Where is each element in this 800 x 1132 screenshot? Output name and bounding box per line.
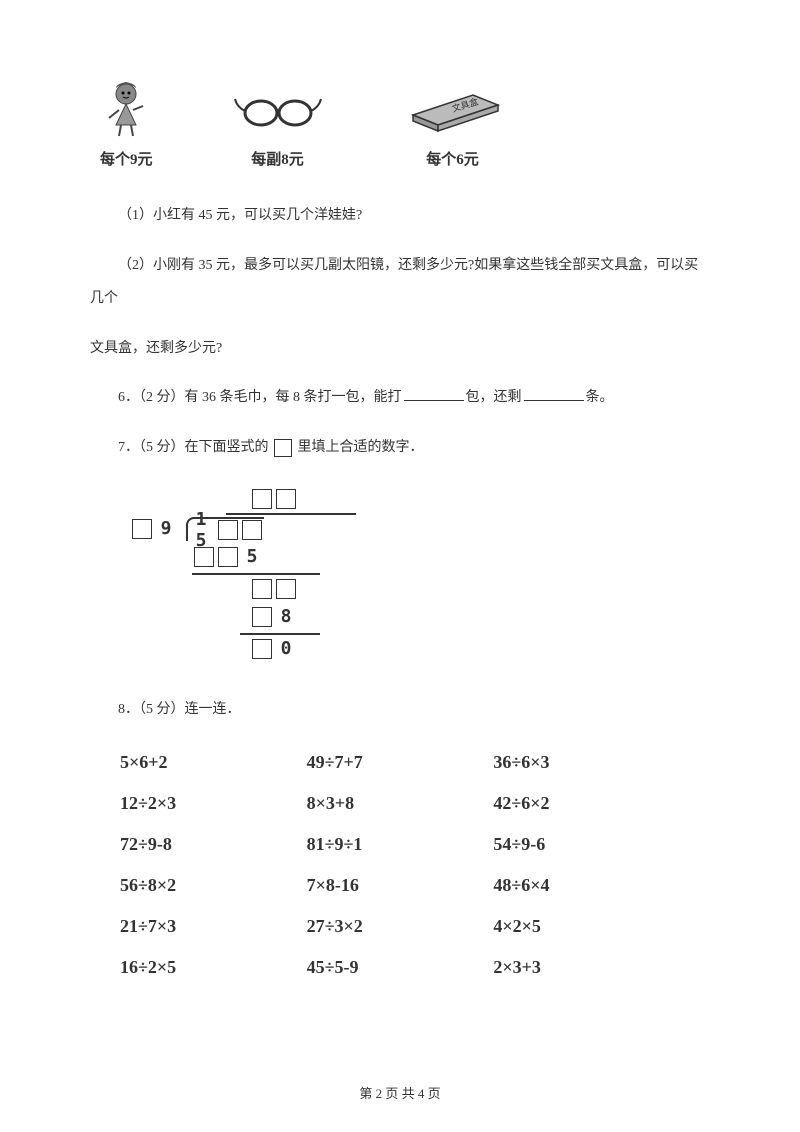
divisor-digit: 9 bbox=[154, 518, 178, 539]
cell-2-1: 81÷9÷1 bbox=[307, 834, 494, 855]
cell-3-2: 48÷6×4 bbox=[493, 875, 680, 896]
quotient-row bbox=[130, 485, 710, 513]
bringdown-row bbox=[130, 575, 710, 603]
q6-mid: 包，还剩 bbox=[466, 390, 522, 405]
long-division: 9 1 5 5 8 bbox=[90, 485, 710, 663]
divisor-box-1[interactable] bbox=[132, 519, 152, 539]
page-content: 每个9元 每副8元 bbox=[0, 0, 800, 1048]
product-row: 每个9元 每副8元 bbox=[90, 80, 710, 169]
bd-box-2[interactable] bbox=[276, 579, 296, 599]
division-bracket: 1 5 bbox=[186, 517, 264, 541]
dividend-box-1[interactable] bbox=[218, 520, 238, 540]
glasses-icon bbox=[233, 80, 323, 140]
cell-5-2: 2×3+3 bbox=[493, 957, 680, 978]
math-grid: 5×6+2 49÷7+7 36÷6×3 12÷2×3 8×3+8 42÷6×2 … bbox=[90, 742, 710, 1008]
fill-blank-2[interactable] bbox=[524, 387, 584, 401]
product-pencilcase: 文具盒 每个6元 bbox=[403, 80, 503, 169]
sub2-digit: 8 bbox=[274, 606, 298, 627]
q8: 8．（5 分）连一连． bbox=[90, 693, 710, 727]
fill-blank-1[interactable] bbox=[404, 387, 464, 401]
cell-5-1: 45÷5-9 bbox=[307, 957, 494, 978]
doll-price-label: 每个9元 bbox=[100, 148, 153, 169]
sub1-digit: 5 bbox=[240, 546, 264, 567]
quotient-box-2[interactable] bbox=[276, 489, 296, 509]
cell-4-0: 21÷7×3 bbox=[120, 916, 307, 937]
product-doll: 每个9元 bbox=[100, 80, 153, 169]
math-row-1: 12÷2×3 8×3+8 42÷6×2 bbox=[120, 793, 680, 814]
remainder-row: 0 bbox=[130, 635, 710, 663]
q5-sub2-line1: （2）小刚有 35 元，最多可以买几副太阳镜，还剩多少元?如果拿这些钱全部买文具… bbox=[90, 249, 710, 316]
rem-digit: 0 bbox=[274, 638, 298, 659]
cell-2-0: 72÷9-8 bbox=[120, 834, 307, 855]
dividend-box-2[interactable] bbox=[242, 520, 262, 540]
rem-box-1[interactable] bbox=[252, 639, 272, 659]
math-row-2: 72÷9-8 81÷9÷1 54÷9-6 bbox=[120, 834, 680, 855]
cell-3-1: 7×8-16 bbox=[307, 875, 494, 896]
q5-sub2-line2: 文具盒，还剩多少元? bbox=[90, 332, 710, 366]
cell-0-2: 36÷6×3 bbox=[493, 752, 680, 773]
cell-1-2: 42÷6×2 bbox=[493, 793, 680, 814]
cell-0-0: 5×6+2 bbox=[120, 752, 307, 773]
sub2-box-1[interactable] bbox=[252, 607, 272, 627]
cell-0-1: 49÷7+7 bbox=[307, 752, 494, 773]
product-glasses: 每副8元 bbox=[233, 80, 323, 169]
cell-1-0: 12÷2×3 bbox=[120, 793, 307, 814]
q6-suffix: 条。 bbox=[586, 390, 614, 405]
quotient-box-1[interactable] bbox=[252, 489, 272, 509]
math-row-5: 16÷2×5 45÷5-9 2×3+3 bbox=[120, 957, 680, 978]
glasses-price-label: 每副8元 bbox=[251, 148, 304, 169]
doll-icon bbox=[101, 80, 151, 140]
cell-3-0: 56÷8×2 bbox=[120, 875, 307, 896]
math-row-3: 56÷8×2 7×8-16 48÷6×4 bbox=[120, 875, 680, 896]
cell-1-1: 8×3+8 bbox=[307, 793, 494, 814]
q7-suffix: 里填上合适的数字． bbox=[298, 440, 424, 455]
q6: 6．（2 分）有 36 条毛巾，每 8 条打一包，能打 包，还剩 条。 bbox=[90, 381, 710, 415]
q6-prefix: 6．（2 分）有 36 条毛巾，每 8 条打一包，能打 bbox=[118, 390, 402, 405]
subtrahend-row-2: 8 bbox=[130, 603, 710, 631]
cell-5-0: 16÷2×5 bbox=[120, 957, 307, 978]
subtrahend-row-1: 5 bbox=[130, 543, 710, 571]
math-row-0: 5×6+2 49÷7+7 36÷6×3 bbox=[120, 752, 680, 773]
math-row-4: 21÷7×3 27÷3×2 4×2×5 bbox=[120, 916, 680, 937]
sub1-box-2[interactable] bbox=[218, 547, 238, 567]
q5-sub1: （1）小红有 45 元，可以买几个洋娃娃? bbox=[90, 199, 710, 233]
q7: 7．（5 分）在下面竖式的 里填上合适的数字． bbox=[90, 431, 710, 465]
divisor-dividend-row: 9 1 5 bbox=[130, 515, 710, 543]
bd-box-1[interactable] bbox=[252, 579, 272, 599]
pencilcase-price-label: 每个6元 bbox=[426, 148, 479, 169]
page-footer: 第 2 页 共 4 页 bbox=[0, 1083, 800, 1102]
sub1-box-1[interactable] bbox=[194, 547, 214, 567]
q7-prefix: 7．（5 分）在下面竖式的 bbox=[118, 440, 269, 455]
pencilcase-icon: 文具盒 bbox=[403, 80, 503, 140]
cell-4-1: 27÷3×2 bbox=[307, 916, 494, 937]
box-inline-icon bbox=[274, 439, 292, 457]
cell-4-2: 4×2×5 bbox=[493, 916, 680, 937]
cell-2-2: 54÷9-6 bbox=[493, 834, 680, 855]
